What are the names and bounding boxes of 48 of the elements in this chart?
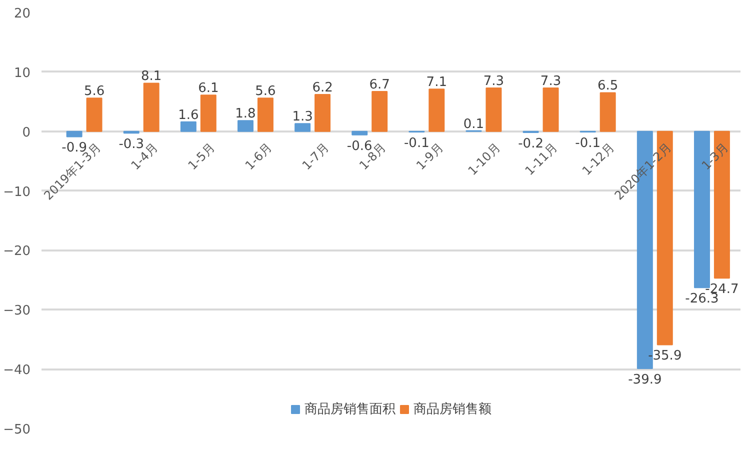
data-label: 6.2 xyxy=(312,80,333,96)
bar xyxy=(352,130,368,136)
data-label: -39.9 xyxy=(628,372,662,388)
data-label: 7.3 xyxy=(483,74,504,89)
bar xyxy=(542,87,559,132)
data-label: 1.8 xyxy=(235,106,256,122)
bar xyxy=(372,91,388,132)
bar xyxy=(314,94,331,132)
data-label: 0.1 xyxy=(463,116,484,132)
bar xyxy=(86,98,102,132)
y-tick-label: 20 xyxy=(14,6,31,22)
x-tick-label: 1-6月 xyxy=(242,140,275,173)
data-label: -0.3 xyxy=(118,137,144,152)
data-label: -0.1 xyxy=(575,136,601,151)
data-label: 5.6 xyxy=(255,84,276,100)
data-label: -0.2 xyxy=(518,136,544,152)
y-tick-label: 0 xyxy=(22,125,31,140)
x-tick-label: 1-5月 xyxy=(185,140,218,173)
bar xyxy=(486,87,502,132)
bar xyxy=(66,130,82,138)
y-tick-label: −40 xyxy=(3,363,31,378)
y-tick-label: −10 xyxy=(3,184,31,200)
data-label: 6.7 xyxy=(369,78,390,93)
data-label: 7.3 xyxy=(540,74,562,89)
x-tick-label: 1-3月 xyxy=(698,140,732,173)
data-label: 6.5 xyxy=(597,78,618,94)
data-label: 7.1 xyxy=(426,75,447,90)
bar xyxy=(428,88,445,132)
legend-label: 商品房销售额 xyxy=(414,401,492,418)
bar xyxy=(600,92,616,132)
y-tick-label: −50 xyxy=(3,422,31,438)
data-label: -0.1 xyxy=(404,136,430,151)
bar xyxy=(257,98,274,132)
y-tick-label: 10 xyxy=(14,66,31,81)
data-label: 1.6 xyxy=(178,108,199,123)
bar xyxy=(200,94,216,132)
bar xyxy=(180,121,196,132)
data-label: 6.1 xyxy=(198,81,219,96)
legend-label: 商品房销售面积 xyxy=(304,401,396,418)
bar xyxy=(238,120,254,132)
data-label: 1.3 xyxy=(292,110,313,125)
data-label: 8.1 xyxy=(141,69,162,84)
bar xyxy=(294,123,311,132)
bar xyxy=(143,82,160,132)
x-tick-label: 1-7月 xyxy=(300,140,332,173)
y-tick-label: −30 xyxy=(3,304,31,319)
data-label: 5.6 xyxy=(84,84,105,100)
y-tick-label: −20 xyxy=(3,244,31,260)
